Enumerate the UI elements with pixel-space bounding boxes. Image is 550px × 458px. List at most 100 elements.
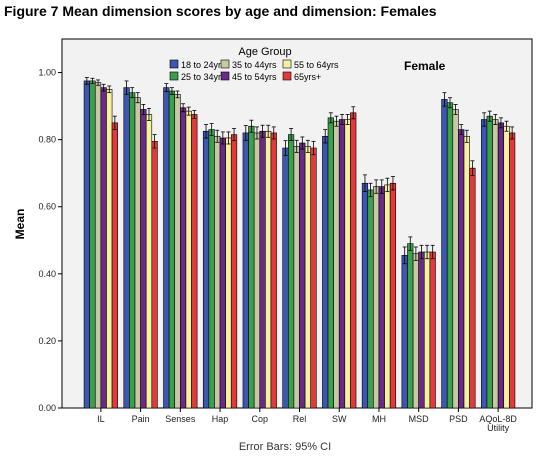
legend-swatch	[220, 59, 230, 69]
bar	[389, 182, 397, 409]
bar	[225, 137, 232, 409]
legend: Age Group 18 to 24yrs 25 to 34yrs 35 to 44…	[169, 46, 339, 82]
bar	[441, 99, 448, 409]
x-tick-label: MSD	[409, 414, 430, 424]
bar	[129, 92, 136, 409]
bar	[202, 130, 210, 409]
legend-label: 35 to 44yrs	[232, 60, 277, 70]
x-tick-label: IL	[97, 414, 105, 424]
bar	[214, 135, 221, 409]
bar	[242, 132, 249, 409]
bar	[509, 132, 516, 409]
x-tick-label-line: Utility	[487, 423, 509, 433]
bar	[407, 243, 414, 409]
bar	[94, 82, 102, 409]
legend-label: 55 to 64yrs	[294, 60, 339, 70]
bar	[412, 253, 419, 409]
bar	[446, 102, 454, 409]
bar	[463, 135, 470, 409]
bar	[145, 114, 153, 409]
bar	[151, 141, 158, 409]
legend-swatch	[282, 71, 292, 81]
y-tick-label: 0.40	[38, 269, 56, 279]
bar	[270, 132, 277, 409]
bar	[333, 120, 340, 409]
bar	[265, 130, 272, 409]
bar	[111, 122, 118, 409]
bar	[367, 189, 374, 409]
y-tick-label: 0.80	[38, 135, 56, 145]
x-tick-label: Cop	[252, 414, 269, 424]
y-tick-label: 1.00	[38, 68, 56, 78]
bar	[384, 184, 391, 409]
x-tick-label: MH	[372, 414, 386, 424]
bar	[100, 87, 107, 409]
bar	[378, 186, 385, 409]
bar	[287, 134, 295, 409]
bar	[123, 87, 130, 409]
bar	[373, 186, 380, 409]
bar	[481, 119, 488, 409]
x-tick-label: Senses	[165, 414, 196, 424]
bar	[219, 137, 226, 409]
bars	[83, 77, 516, 409]
x-axis: IL Pain Senses Hap Cop Rel SW MH MSD PSD AQoL-8D Ut…	[97, 408, 517, 433]
y-tick-label: 0.20	[38, 336, 56, 346]
bar	[208, 129, 215, 409]
bar	[248, 125, 255, 409]
legend-swatch	[169, 59, 179, 69]
x-tick-label-line: AQoL-8D	[479, 414, 517, 424]
bar	[469, 167, 476, 409]
bar	[174, 94, 181, 409]
x-tick-label: Hap	[212, 414, 229, 424]
x-tick-label: AQoL-8D Utility	[479, 414, 517, 433]
bar	[338, 119, 346, 409]
bar	[350, 112, 357, 409]
legend-label: 25 to 34yrs	[181, 72, 226, 82]
bar	[259, 130, 266, 409]
bar	[282, 147, 289, 409]
x-tick-label: Pain	[132, 414, 150, 424]
y-tick-label: 0.60	[38, 202, 56, 212]
bar	[163, 87, 170, 409]
legend-label: 45 to 54yrs	[232, 72, 277, 82]
bar	[293, 146, 300, 409]
bar	[418, 251, 425, 409]
bar	[83, 80, 90, 409]
bar	[304, 146, 312, 409]
x-tick-label: PSD	[449, 414, 468, 424]
bar	[401, 255, 408, 409]
bar	[492, 119, 499, 409]
bar	[361, 182, 369, 409]
y-axis: 0.00 0.20 0.40 0.60 0.80 1.00	[38, 68, 62, 413]
bar	[327, 117, 334, 409]
legend-swatch	[220, 71, 230, 81]
bar	[89, 80, 96, 409]
bar	[486, 115, 493, 409]
bar	[180, 107, 187, 409]
bar	[299, 142, 306, 409]
bar	[452, 109, 459, 409]
bar	[458, 129, 465, 409]
y-axis-label: Mean	[13, 209, 27, 240]
x-tick-label: SW	[332, 414, 347, 424]
bar	[497, 122, 505, 409]
bar	[429, 251, 436, 409]
legend-label: 65yrs+	[294, 72, 321, 82]
x-tick-label: Rel	[293, 414, 307, 424]
bar	[423, 251, 431, 409]
bar	[140, 109, 147, 409]
bar	[253, 132, 261, 409]
legend-title: Age Group	[238, 46, 291, 58]
error-bars-note: Error Bars: 95% CI	[239, 441, 331, 453]
legend-swatch	[169, 71, 179, 81]
legend-label: 18 to 24yrs	[181, 60, 226, 70]
legend-swatch	[282, 59, 292, 69]
bar	[134, 97, 141, 409]
bar	[322, 135, 329, 409]
bar	[168, 90, 176, 409]
bar	[503, 125, 510, 409]
figure-title: Figure 7 Mean dimension scores by age an…	[4, 3, 437, 19]
bar	[230, 134, 238, 409]
